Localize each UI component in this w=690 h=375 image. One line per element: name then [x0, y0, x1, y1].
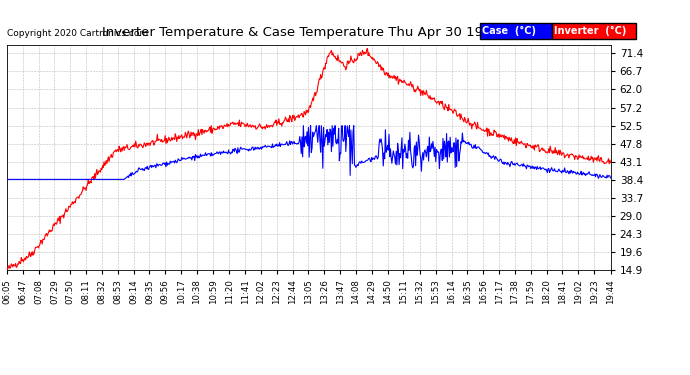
Text: Copyright 2020 Cartronics.com: Copyright 2020 Cartronics.com	[7, 29, 148, 38]
Text: Case  (°C): Case (°C)	[482, 26, 535, 36]
Text: Inverter  (°C): Inverter (°C)	[554, 26, 627, 36]
Text: Inverter Temperature & Case Temperature Thu Apr 30 19:54: Inverter Temperature & Case Temperature …	[103, 26, 504, 39]
